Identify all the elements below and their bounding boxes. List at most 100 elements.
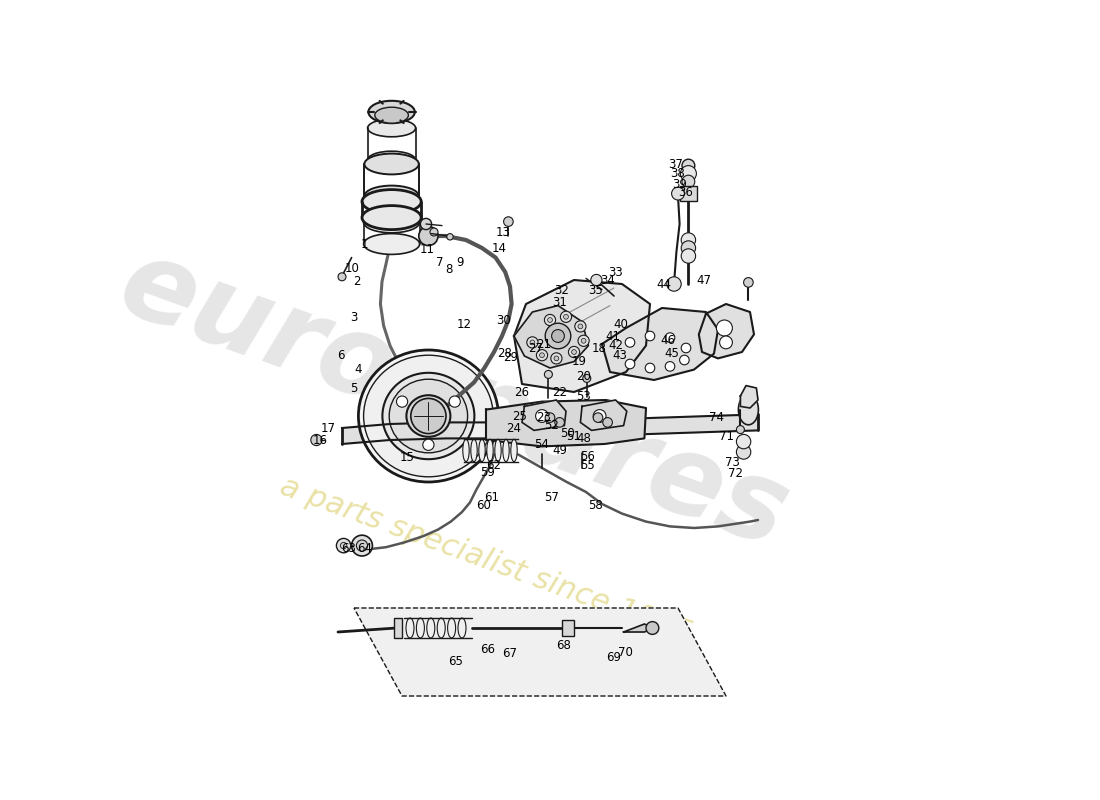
Circle shape (447, 234, 453, 240)
Polygon shape (486, 400, 646, 446)
Text: 32: 32 (553, 284, 569, 297)
Circle shape (593, 410, 606, 422)
Text: 41: 41 (606, 330, 620, 342)
Circle shape (719, 336, 733, 349)
Circle shape (625, 359, 635, 369)
Ellipse shape (463, 439, 470, 462)
Text: 10: 10 (345, 262, 360, 274)
Circle shape (736, 426, 745, 434)
Circle shape (537, 350, 548, 361)
Text: 50: 50 (560, 427, 575, 440)
Ellipse shape (738, 394, 758, 425)
Polygon shape (354, 608, 726, 696)
Ellipse shape (471, 439, 477, 462)
Ellipse shape (362, 206, 421, 230)
Text: 12: 12 (456, 318, 472, 330)
Text: 43: 43 (613, 350, 627, 362)
Circle shape (338, 273, 346, 281)
Text: 23: 23 (536, 411, 551, 424)
Bar (562, 620, 573, 636)
Polygon shape (740, 386, 758, 408)
Circle shape (681, 233, 695, 247)
Circle shape (681, 249, 695, 263)
Ellipse shape (368, 101, 415, 123)
Circle shape (546, 323, 571, 349)
Text: 3: 3 (350, 311, 358, 324)
Text: 11: 11 (419, 243, 435, 256)
Ellipse shape (417, 618, 425, 638)
Circle shape (337, 538, 351, 553)
Text: 62: 62 (486, 459, 502, 472)
Text: 65: 65 (448, 655, 463, 668)
Text: 24: 24 (506, 422, 521, 434)
Polygon shape (514, 306, 588, 368)
Text: 42: 42 (608, 339, 623, 352)
Text: 31: 31 (552, 296, 567, 309)
Text: 46: 46 (660, 334, 675, 346)
Ellipse shape (359, 350, 498, 482)
Ellipse shape (383, 373, 474, 459)
Circle shape (583, 374, 591, 382)
Ellipse shape (364, 355, 493, 477)
Circle shape (560, 311, 572, 322)
Text: 44: 44 (656, 278, 671, 290)
Text: 17: 17 (321, 422, 336, 434)
Circle shape (572, 350, 576, 354)
Text: 6: 6 (337, 350, 344, 362)
Polygon shape (522, 400, 566, 430)
Circle shape (554, 356, 559, 361)
Ellipse shape (487, 439, 493, 462)
Ellipse shape (448, 618, 455, 638)
Circle shape (744, 278, 754, 287)
Text: 54: 54 (535, 438, 549, 450)
Polygon shape (581, 400, 627, 430)
Ellipse shape (427, 618, 434, 638)
Polygon shape (624, 624, 654, 632)
Text: 15: 15 (400, 451, 415, 464)
Circle shape (544, 370, 552, 378)
Text: 71: 71 (718, 430, 734, 442)
Text: 18: 18 (592, 342, 607, 354)
Ellipse shape (389, 379, 468, 453)
Circle shape (356, 540, 367, 551)
Circle shape (311, 434, 322, 446)
Text: 28: 28 (497, 347, 512, 360)
Circle shape (530, 340, 535, 345)
Text: 39: 39 (672, 178, 688, 190)
Text: 61: 61 (484, 491, 499, 504)
Circle shape (682, 159, 695, 172)
Circle shape (540, 353, 544, 358)
Circle shape (681, 343, 691, 353)
Circle shape (422, 439, 435, 450)
Text: 33: 33 (608, 266, 623, 278)
Ellipse shape (367, 119, 416, 137)
Circle shape (682, 175, 695, 188)
Text: 69: 69 (606, 651, 621, 664)
Circle shape (551, 330, 564, 342)
Circle shape (419, 226, 438, 246)
Text: 55: 55 (580, 459, 595, 472)
Text: 19: 19 (572, 355, 587, 368)
Circle shape (340, 542, 346, 549)
Text: 20: 20 (576, 370, 591, 382)
Ellipse shape (503, 439, 509, 462)
Text: 73: 73 (725, 456, 740, 469)
Ellipse shape (362, 190, 421, 214)
Circle shape (544, 314, 556, 326)
Text: 63: 63 (341, 542, 355, 554)
Text: 14: 14 (492, 242, 507, 254)
Text: 21: 21 (536, 338, 551, 350)
Circle shape (504, 217, 514, 226)
Ellipse shape (478, 439, 485, 462)
Text: 66: 66 (480, 643, 495, 656)
Text: 47: 47 (696, 274, 711, 286)
Circle shape (672, 187, 684, 200)
Text: 9: 9 (456, 256, 464, 269)
Circle shape (581, 338, 586, 343)
Text: 37: 37 (668, 158, 683, 170)
Polygon shape (698, 304, 754, 358)
Ellipse shape (458, 618, 466, 638)
Text: 35: 35 (588, 284, 603, 297)
Circle shape (591, 274, 602, 286)
Bar (680, 186, 697, 201)
